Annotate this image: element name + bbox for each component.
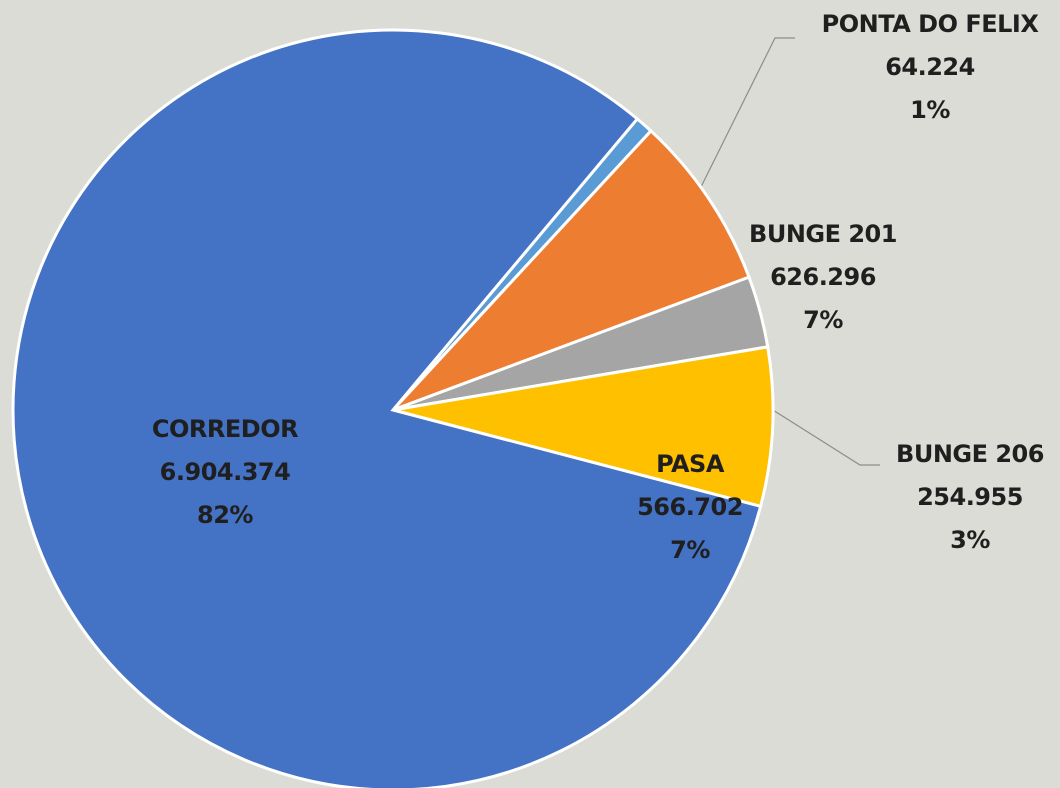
slice-label: BUNGE 201 [749, 220, 897, 248]
value-label: 6.904.374 [160, 458, 291, 486]
leader-line [696, 37, 795, 196]
slice-label: BUNGE 206 [896, 440, 1044, 468]
percent-label: 1% [910, 96, 950, 124]
slice-label: PASA [656, 450, 725, 478]
percent-label: 7% [670, 536, 710, 564]
value-label: 254.955 [917, 483, 1023, 511]
percent-label: 3% [950, 526, 990, 554]
pie-slice [11, 28, 763, 788]
percent-label: 7% [803, 306, 843, 334]
slice-label: PONTA DO FELIX [822, 10, 1040, 38]
slice-label: CORREDOR [152, 415, 298, 443]
percent-label: 82% [197, 501, 253, 529]
value-label: 566.702 [637, 493, 743, 521]
value-label: 626.296 [770, 263, 876, 291]
leader-line [764, 404, 880, 466]
pie-slice [392, 345, 775, 509]
value-label: 64.224 [885, 53, 975, 81]
pie-slice [391, 128, 751, 412]
